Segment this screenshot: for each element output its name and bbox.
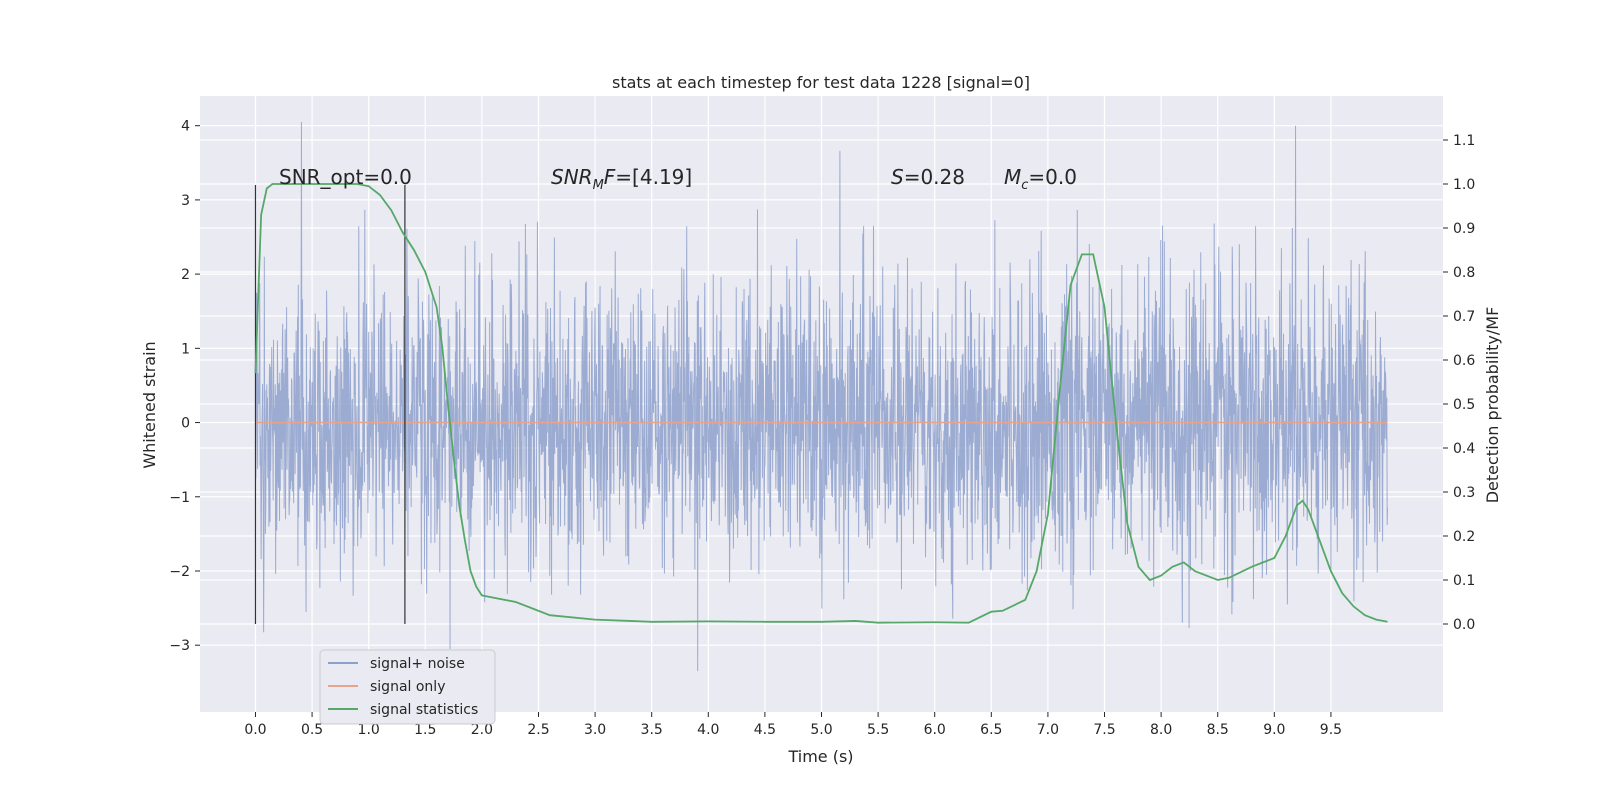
y-right-tick-label: 0.8 xyxy=(1453,265,1475,281)
x-tick-label: 4.5 xyxy=(754,722,776,738)
y-left-tick-label: −2 xyxy=(169,564,190,580)
legend-label-noise: signal+ noise xyxy=(370,656,465,672)
annotation-s: S=0.28 xyxy=(891,165,965,189)
x-tick-label: 1.5 xyxy=(414,722,436,738)
vertical-markers xyxy=(254,185,406,624)
x-tick-label: 3.0 xyxy=(584,722,606,738)
x-tick-label: 3.5 xyxy=(641,722,663,738)
y-left-tick-label: 0 xyxy=(181,416,190,432)
noise-trace xyxy=(254,121,1389,672)
legend-label-signal-only: signal only xyxy=(370,679,445,695)
y-right-tick-label: 0.5 xyxy=(1453,397,1475,413)
legend-label-statistics: signal statistics xyxy=(370,702,478,718)
x-tick-label: 4.0 xyxy=(697,722,719,738)
annotation-mc: Mc=0.0 xyxy=(1004,165,1077,193)
legend: signal+ noise signal only signal statist… xyxy=(319,649,496,725)
x-tick-label: 9.0 xyxy=(1263,722,1285,738)
x-tick-label: 2.0 xyxy=(471,722,493,738)
y-left-tick-labels: −3 −2 −1 0 1 2 3 4 xyxy=(169,119,200,654)
legend-box xyxy=(319,649,496,725)
x-tick-label: 7.5 xyxy=(1093,722,1115,738)
y-right-tick-label: 1.1 xyxy=(1453,133,1475,149)
y-left-tick-label: −3 xyxy=(169,638,190,654)
y-left-tick-label: −1 xyxy=(169,490,190,506)
x-tick-label: 2.5 xyxy=(527,722,549,738)
y-left-tick-label: 1 xyxy=(181,341,190,357)
y-right-tick-labels: 0.0 0.1 0.2 0.3 0.4 0.5 0.6 0.7 0.8 0.9 1.0 1.1 xyxy=(1443,133,1475,633)
annotation-snr-opt: SNR_opt=0.0 xyxy=(279,165,412,189)
y-right-tick-label: 0.0 xyxy=(1453,617,1475,633)
y-right-tick-label: 0.1 xyxy=(1453,573,1475,589)
x-axis-label: Time (s) xyxy=(787,747,853,766)
y-left-tick-label: 2 xyxy=(181,267,190,283)
x-tick-label: 6.5 xyxy=(980,722,1002,738)
y-right-tick-label: 0.2 xyxy=(1453,529,1475,545)
y-right-tick-label: 0.4 xyxy=(1453,441,1475,457)
y-right-tick-label: 0.6 xyxy=(1453,353,1475,369)
x-tick-label: 5.5 xyxy=(867,722,889,738)
y-right-tick-label: 1.0 xyxy=(1453,177,1475,193)
x-tick-label: 0.0 xyxy=(244,722,266,738)
y-right-tick-label: 0.9 xyxy=(1453,221,1475,237)
x-tick-label: 8.0 xyxy=(1150,722,1172,738)
x-tick-label: 7.0 xyxy=(1037,722,1059,738)
y-right-axis-label: Detection probability/MF xyxy=(1483,307,1502,504)
x-tick-labels: 0.0 0.5 1.0 1.5 2.0 2.5 3.0 3.5 4.0 4.5 5.0 5.5 6.0 6… xyxy=(244,712,1342,738)
x-tick-label: 8.5 xyxy=(1207,722,1229,738)
series-signal-statistics xyxy=(254,183,1388,624)
x-tick-label: 0.5 xyxy=(301,722,323,738)
y-left-axis-label: Whitened strain xyxy=(140,341,159,468)
y-left-tick-label: 4 xyxy=(181,119,190,135)
y-right-tick-label: 0.7 xyxy=(1453,309,1475,325)
x-tick-label: 9.5 xyxy=(1320,722,1342,738)
x-tick-label: 1.0 xyxy=(358,722,380,738)
x-tick-label: 6.0 xyxy=(924,722,946,738)
annotation-snr-mf: SNRMF=[4.19] xyxy=(551,165,692,193)
chart-title: stats at each timestep for test data 122… xyxy=(612,73,1030,92)
x-tick-label: 5.0 xyxy=(810,722,832,738)
y-left-tick-label: 3 xyxy=(181,193,190,209)
series-signal-noise xyxy=(254,121,1389,672)
y-right-tick-label: 0.3 xyxy=(1453,485,1475,501)
